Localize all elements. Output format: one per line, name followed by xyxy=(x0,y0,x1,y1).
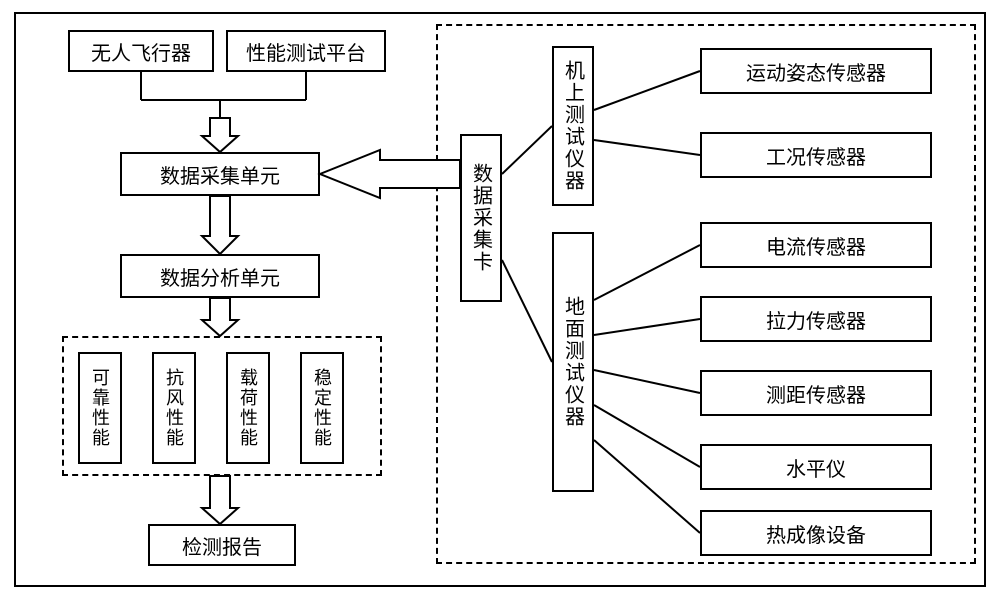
node-label: 无人飞行器 xyxy=(91,37,191,66)
node-sensor-level: 水平仪 xyxy=(700,444,932,490)
node-perf-stability: 稳定性能 xyxy=(300,352,344,464)
node-label: 运动姿态传感器 xyxy=(746,57,886,86)
canvas: 无人飞行器 性能测试平台 数据采集单元 数据分析单元 可靠性能 抗风性能 载荷性… xyxy=(0,0,1000,599)
node-acq-unit: 数据采集单元 xyxy=(120,152,320,196)
node-sensor-tension: 拉力传感器 xyxy=(700,296,932,342)
node-report: 检测报告 xyxy=(148,524,296,566)
node-sensor-distance: 测距传感器 xyxy=(700,370,932,416)
node-sensor-current: 电流传感器 xyxy=(700,222,932,268)
node-label: 电流传感器 xyxy=(766,231,866,260)
node-perf-reliability: 可靠性能 xyxy=(78,352,122,464)
node-ground: 地面测试仪器 xyxy=(552,232,594,492)
node-sensor-condition: 工况传感器 xyxy=(700,132,932,178)
node-daq-card: 数据采集卡 xyxy=(460,134,502,302)
node-ana-unit: 数据分析单元 xyxy=(120,254,320,298)
node-label: 工况传感器 xyxy=(766,141,866,170)
node-perf-load: 载荷性能 xyxy=(226,352,270,464)
node-perf-wind: 抗风性能 xyxy=(152,352,196,464)
node-label: 性能测试平台 xyxy=(246,37,366,66)
node-label: 载荷性能 xyxy=(235,368,261,448)
node-label: 数据分析单元 xyxy=(160,262,280,291)
node-sensor-motion: 运动姿态传感器 xyxy=(700,48,932,94)
node-sensor-thermal: 热成像设备 xyxy=(700,510,932,556)
node-label: 拉力传感器 xyxy=(766,305,866,334)
node-label: 数据采集单元 xyxy=(160,160,280,189)
node-label: 稳定性能 xyxy=(309,368,335,448)
node-label: 机上测试仪器 xyxy=(559,60,588,192)
node-label: 抗风性能 xyxy=(161,368,187,448)
node-label: 可靠性能 xyxy=(87,368,113,448)
node-platform: 性能测试平台 xyxy=(226,30,386,72)
node-uav: 无人飞行器 xyxy=(68,30,214,72)
node-label: 水平仪 xyxy=(786,453,846,482)
node-label: 数据采集卡 xyxy=(467,163,496,273)
node-label: 检测报告 xyxy=(182,531,262,560)
node-label: 测距传感器 xyxy=(766,379,866,408)
node-label: 热成像设备 xyxy=(766,519,866,548)
node-onboard: 机上测试仪器 xyxy=(552,46,594,206)
node-label: 地面测试仪器 xyxy=(559,296,588,428)
